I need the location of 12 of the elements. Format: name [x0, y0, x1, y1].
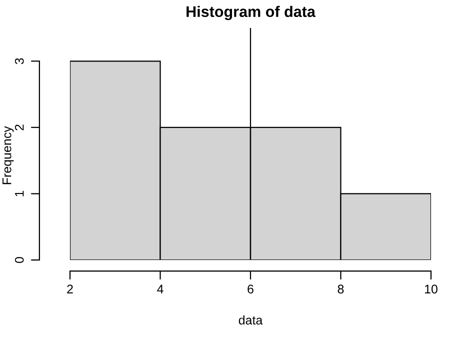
- x-tick-label: 4: [157, 284, 164, 294]
- y-tick-label: 2: [14, 124, 24, 130]
- x-tick-label: 6: [248, 284, 254, 294]
- chart-title: Histogram of data: [186, 6, 316, 20]
- x-tick-label: 10: [425, 284, 438, 294]
- x-axis-title: data: [238, 315, 263, 325]
- y-axis-title: Frequency: [2, 126, 14, 184]
- y-tick-label: 3: [14, 58, 24, 64]
- x-tick-label: 8: [338, 284, 344, 294]
- y-tick-label: 0: [14, 257, 24, 263]
- x-tick-label: 2: [67, 284, 73, 294]
- y-tick-label: 1: [15, 190, 24, 196]
